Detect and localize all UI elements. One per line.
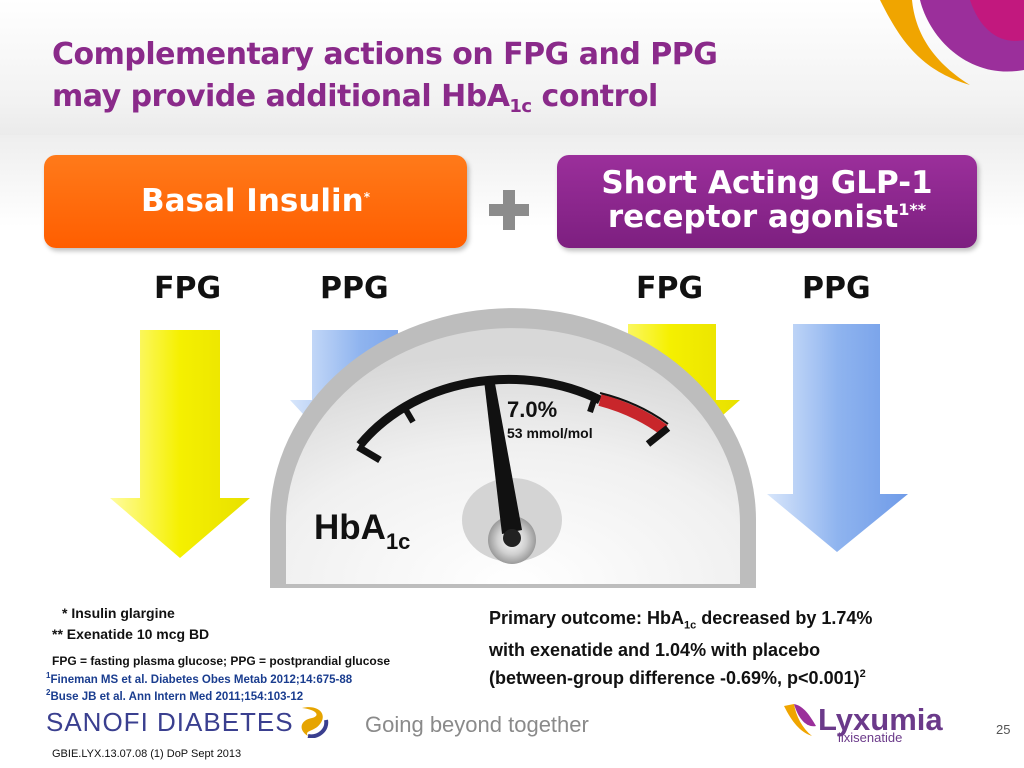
title-line-1: Complementary actions on FPG and PPG bbox=[52, 37, 718, 72]
glp1-label-text: receptor agonist bbox=[607, 199, 899, 235]
glp1-label-line-1: Short Acting GLP-1 bbox=[601, 165, 933, 201]
glp1-agonist-box: Short Acting GLP-1 receptor agonist1** bbox=[557, 155, 977, 248]
footnote-abbreviations: FPG = fasting plasma glucose; PPG = post… bbox=[52, 654, 391, 668]
reference-1: 1Fineman MS et al. Diabetes Obes Metab 2… bbox=[46, 671, 352, 686]
gauge-label-text: HbA bbox=[314, 508, 386, 547]
reference-1-text: Fineman MS et al. Diabetes Obes Metab 20… bbox=[50, 673, 353, 686]
gauge-label: HbA1c bbox=[314, 508, 410, 555]
lyxumia-butterfly-icon bbox=[784, 704, 816, 736]
gauge-value: 7.0% bbox=[507, 397, 558, 422]
gauge-scale-arc bbox=[356, 374, 602, 448]
glp1-label-mark: 1** bbox=[898, 200, 927, 219]
page-number: 25 bbox=[996, 722, 1011, 737]
outcome-line-2: with exenatide and 1.04% with placebo bbox=[489, 639, 821, 660]
header-background bbox=[0, 0, 1024, 145]
glp-ppg-arrow bbox=[767, 324, 908, 552]
glp1-label-line-2: receptor agonist1** bbox=[557, 199, 977, 235]
lixisenatide-label: lixisenatide bbox=[838, 730, 903, 745]
gauge-face bbox=[286, 328, 740, 584]
slide-title: Complementary actions on FPG and PPG may… bbox=[52, 34, 718, 128]
basal-fpg-label: FPG bbox=[154, 271, 222, 306]
title-subscript: 1c bbox=[509, 96, 532, 117]
outcome-line-1: Primary outcome: HbA1c decreased by 1.74… bbox=[489, 606, 989, 638]
primary-outcome-text: Primary outcome: HbA1c decreased by 1.74… bbox=[489, 606, 989, 690]
outcome-superscript: 2 bbox=[859, 667, 866, 680]
arrows-and-gauge bbox=[110, 308, 908, 588]
sanofi-diabetes-logo: SANOFI DIABETES bbox=[46, 707, 294, 738]
reference-2: 2Buse JB et al. Ann Intern Med 2011;154:… bbox=[46, 688, 303, 703]
document-code: GBIE.LYX.13.07.08 (1) DoP Sept 2013 bbox=[52, 748, 242, 760]
glp-fpg-label: FPG bbox=[636, 271, 704, 306]
basal-fpg-arrow bbox=[110, 330, 250, 558]
outcome-line-1-end: decreased by 1.74% bbox=[696, 608, 873, 628]
gauge-unit: 53 mmol/mol bbox=[507, 425, 593, 441]
gauge-pivot bbox=[503, 529, 521, 547]
gauge-red-zone-outline bbox=[599, 392, 669, 425]
gauge-needle bbox=[484, 378, 522, 534]
footnote-glargine: * Insulin glargine bbox=[62, 605, 175, 621]
basal-insulin-box: Basal Insulin* bbox=[44, 155, 467, 248]
gauge-red-zone bbox=[598, 394, 668, 435]
reference-2-text: Buse JB et al. Ann Intern Med 2011;154:1… bbox=[50, 690, 304, 703]
lyxumia-logo: Lyxumia bbox=[818, 702, 943, 737]
sanofi-swirl-icon bbox=[301, 707, 329, 738]
gauge-tick bbox=[587, 393, 599, 413]
outcome-line-1-text: Primary outcome: HbA bbox=[489, 608, 685, 628]
basal-insulin-label: Basal Insulin* bbox=[44, 183, 467, 219]
tagline: Going beyond together bbox=[365, 712, 589, 737]
basal-ppg-label: PPG bbox=[320, 271, 389, 306]
basal-insulin-mark: * bbox=[363, 190, 371, 204]
butterfly-logo-icon bbox=[880, 0, 1024, 85]
gauge-tick-left bbox=[356, 443, 382, 464]
basal-insulin-text: Basal Insulin bbox=[140, 183, 364, 219]
outcome-line-3-text: (between-group difference -0.69%, p<0.00… bbox=[489, 667, 860, 688]
gauge-label-subscript: 1c bbox=[385, 529, 411, 554]
outcome-subscript: 1c bbox=[684, 619, 697, 632]
title-line-2-text: may provide additional HbA bbox=[52, 79, 510, 114]
outcome-line-3: (between-group difference -0.69%, p<0.00… bbox=[489, 662, 989, 690]
diabetes-text: DIABETES bbox=[148, 707, 294, 737]
footnote-exenatide: ** Exenatide 10 mcg BD bbox=[52, 626, 210, 642]
gauge-tick bbox=[400, 403, 416, 424]
glp-ppg-label: PPG bbox=[802, 271, 871, 306]
reference-2-number: 2 bbox=[46, 688, 51, 697]
plus-icon bbox=[489, 190, 529, 230]
sanofi-text: SANOFI bbox=[46, 707, 149, 737]
title-line-2-end: control bbox=[531, 79, 659, 114]
gauge-tick-right bbox=[645, 425, 671, 447]
title-line-2: may provide additional HbA1c control bbox=[52, 76, 717, 128]
reference-1-number: 1 bbox=[46, 671, 51, 680]
